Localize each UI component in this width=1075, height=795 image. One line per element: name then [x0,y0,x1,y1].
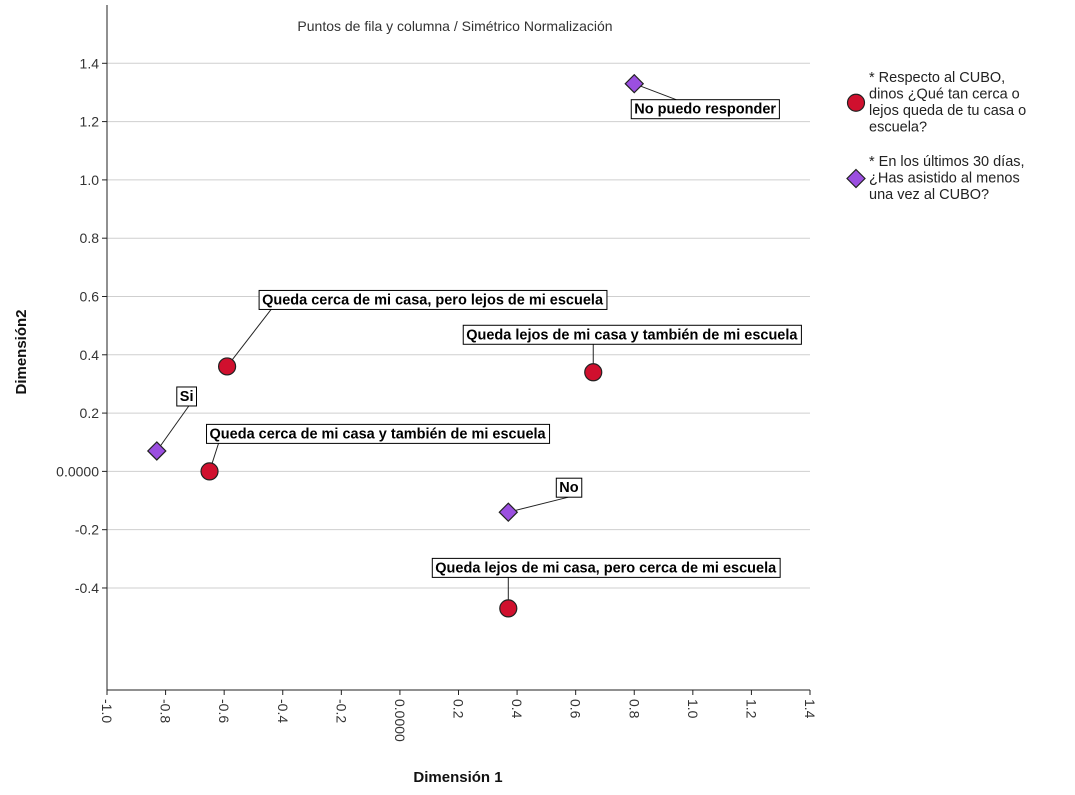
point-label: No puedo responder [634,102,776,118]
label-box [258,289,608,310]
point-label: Queda cerca de mi casa y también de mi e… [210,426,547,442]
x-tick-label: -0.2 [333,699,349,723]
data-point-circle [499,599,518,618]
label-leader-line [226,309,272,367]
data-point-circle [217,357,237,376]
label-box [630,99,780,120]
y-tick-label: 1.0 [80,172,100,188]
y-tick-label: 0.0000 [56,463,99,479]
point-label: Queda lejos de mi casa, pero cerca de mi… [435,560,777,576]
x-tick-label: 0.2 [451,699,467,719]
legend-text: una vez al CUBO? [869,187,989,203]
label-box [431,557,781,578]
x-tick-label: -0.8 [158,699,174,723]
legend-marker [846,93,866,112]
y-tick-label: 1.4 [80,55,100,71]
x-axis-title: Dimensión 1 [413,769,502,786]
label-box [176,386,197,407]
x-tick-label: 0.4 [509,699,525,719]
label-box [555,477,583,498]
legend-text: * Respecto al CUBO, [869,70,1005,86]
y-tick-label: 0.6 [80,288,100,304]
x-tick-label: 0.8 [626,699,642,719]
data-point-circle [200,462,219,481]
y-tick-label: 0.2 [80,405,100,421]
legend-text: escuela? [869,120,927,136]
x-tick-label: -0.4 [275,699,291,723]
y-tick-label: -0.4 [75,580,99,596]
data-point-diamond [624,73,645,94]
y-tick-label: 0.8 [80,230,100,246]
point-label: Queda cerca de mi casa, pero lejos de mi… [262,292,604,308]
y-tick-label: 0.4 [80,347,100,363]
legend-text: dinos ¿Qué tan cerca o [869,87,1020,103]
y-tick-label: -0.2 [75,522,99,538]
legend-marker [846,168,866,189]
legend-text: * En los últimos 30 días, [869,154,1025,170]
point-label: Queda lejos de mi casa y también de mi e… [466,327,798,343]
x-tick-label: 1.2 [743,699,759,719]
y-tick-label: 1.2 [80,114,100,130]
x-tick-label: -1.0 [99,699,115,723]
x-tick-label: 1.4 [802,699,818,719]
y-axis-title: Dimensión2 [13,309,30,394]
data-point-diamond [146,441,167,461]
data-point-diamond [498,502,519,523]
legend-text: lejos queda de tu casa o [869,103,1026,119]
label-leader-line [508,496,569,513]
point-label: No [559,480,578,496]
label-box [462,324,802,345]
chart-title: Puntos de fila y columna / Simétrico Nor… [297,18,612,34]
point-label: Si [180,389,194,405]
data-point-circle [584,363,603,382]
x-tick-label: 1.0 [685,699,701,719]
x-tick-label: 0.0000 [392,699,408,742]
label-leader-line [156,405,190,452]
x-tick-label: -0.6 [216,699,232,723]
x-tick-label: 0.6 [568,699,584,719]
label-box [206,423,551,444]
legend-text: ¿Has asistido al menos [869,171,1020,187]
